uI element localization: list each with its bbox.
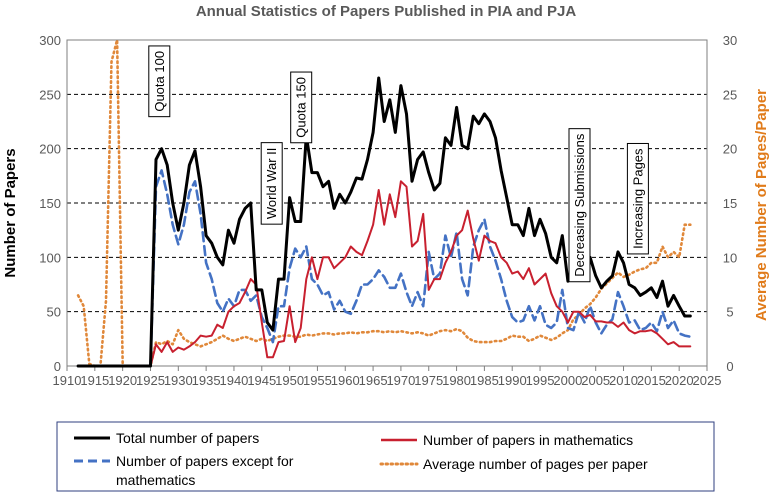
annotation: Quota 100 bbox=[148, 45, 171, 118]
x-tick-label: 1925 bbox=[136, 373, 165, 388]
legend: Total number of papers Number of papers … bbox=[56, 421, 715, 492]
x-tick-label: 1965 bbox=[359, 373, 388, 388]
x-tick-label: 1935 bbox=[192, 373, 221, 388]
x-tick-label: 1910 bbox=[53, 373, 82, 388]
x-tick-label: 2025 bbox=[693, 373, 722, 388]
y-axis-left: 0 50 100 150 200 250 300 bbox=[39, 33, 61, 374]
annotation-box bbox=[626, 142, 649, 255]
y2-tick-label: 20 bbox=[723, 142, 737, 157]
annotation-box bbox=[148, 45, 171, 118]
y2-tick-label: 15 bbox=[723, 196, 737, 211]
y2-tick-label: 5 bbox=[726, 305, 733, 320]
annotation-label: Decreasing Submissions bbox=[572, 133, 587, 277]
x-axis: 1910191519201925193019351940194519501955… bbox=[53, 366, 722, 388]
x-tick-label: 1940 bbox=[219, 373, 248, 388]
y-axis-right: 0 5 10 15 20 25 30 bbox=[723, 33, 737, 374]
y-tick-label: 300 bbox=[39, 33, 61, 48]
annotation-box bbox=[568, 128, 591, 283]
annotation-box bbox=[260, 142, 283, 225]
x-tick-label: 1975 bbox=[414, 373, 443, 388]
legend-label-pages: Average number of pages per paper bbox=[423, 456, 648, 472]
x-tick-label: 2010 bbox=[609, 373, 638, 388]
x-tick-label: 1945 bbox=[247, 373, 276, 388]
x-tick-label: 2015 bbox=[637, 373, 666, 388]
x-tick-label: 1955 bbox=[303, 373, 332, 388]
legend-label-math: Number of papers in mathematics bbox=[423, 432, 633, 448]
annotation-box bbox=[290, 71, 313, 144]
series-avg-pages bbox=[76, 38, 692, 368]
annotation-label: Quota 150 bbox=[294, 77, 309, 138]
x-tick-label: 1990 bbox=[498, 373, 527, 388]
legend-label-nonmath-2: mathematics bbox=[116, 472, 195, 488]
y2-tick-label: 25 bbox=[723, 87, 737, 102]
x-tick-label: 1960 bbox=[331, 373, 360, 388]
x-tick-label: 1980 bbox=[442, 373, 471, 388]
x-tick-label: 1950 bbox=[275, 373, 304, 388]
annotation-label: World War II bbox=[264, 148, 279, 220]
annotation: Decreasing Submissions bbox=[568, 128, 591, 283]
x-tick-label: 1915 bbox=[80, 373, 109, 388]
x-tick-label: 2020 bbox=[665, 373, 694, 388]
y2-axis-label: Average Number of Pages/Paper bbox=[753, 89, 770, 321]
x-tick-label: 1995 bbox=[526, 373, 555, 388]
series-lines bbox=[76, 38, 692, 368]
y-tick-label: 150 bbox=[39, 196, 61, 211]
x-tick-label: 1930 bbox=[164, 373, 193, 388]
series-non-math-papers bbox=[76, 169, 692, 368]
y-tick-label: 100 bbox=[39, 250, 61, 265]
y-tick-label: 200 bbox=[39, 142, 61, 157]
legend-box bbox=[56, 421, 715, 492]
x-tick-label: 1920 bbox=[108, 373, 137, 388]
annotation: Quota 150 bbox=[290, 71, 313, 144]
plot-frame bbox=[66, 39, 708, 367]
x-tick-label: 2005 bbox=[581, 373, 610, 388]
legend-label-nonmath: Number of papers except for bbox=[116, 453, 294, 469]
legend-label-total: Total number of papers bbox=[116, 430, 259, 446]
y2-tick-label: 10 bbox=[723, 250, 737, 265]
y-tick-label: 50 bbox=[47, 305, 61, 320]
annotation: World War II bbox=[260, 142, 283, 225]
series-math-papers bbox=[77, 180, 692, 367]
y-axis-label: Number of Papers bbox=[2, 148, 19, 277]
y-tick-label: 250 bbox=[39, 87, 61, 102]
annotation: Increasing Pages bbox=[626, 142, 649, 255]
x-tick-label: 1970 bbox=[386, 373, 415, 388]
chart-title: Annual Statistics of Papers Published in… bbox=[196, 3, 577, 20]
x-tick-label: 2000 bbox=[553, 373, 582, 388]
annotation-label: Increasing Pages bbox=[630, 148, 645, 249]
x-tick-label: 1985 bbox=[470, 373, 499, 388]
series-total-papers bbox=[76, 76, 692, 368]
y2-tick-label: 30 bbox=[723, 33, 737, 48]
annotations: Quota 100 World War II Quota 150 Decreasing… bbox=[148, 45, 649, 283]
y-tick-label: 0 bbox=[54, 359, 61, 374]
y2-tick-label: 0 bbox=[726, 359, 733, 374]
annotation-label: Quota 100 bbox=[152, 51, 167, 112]
